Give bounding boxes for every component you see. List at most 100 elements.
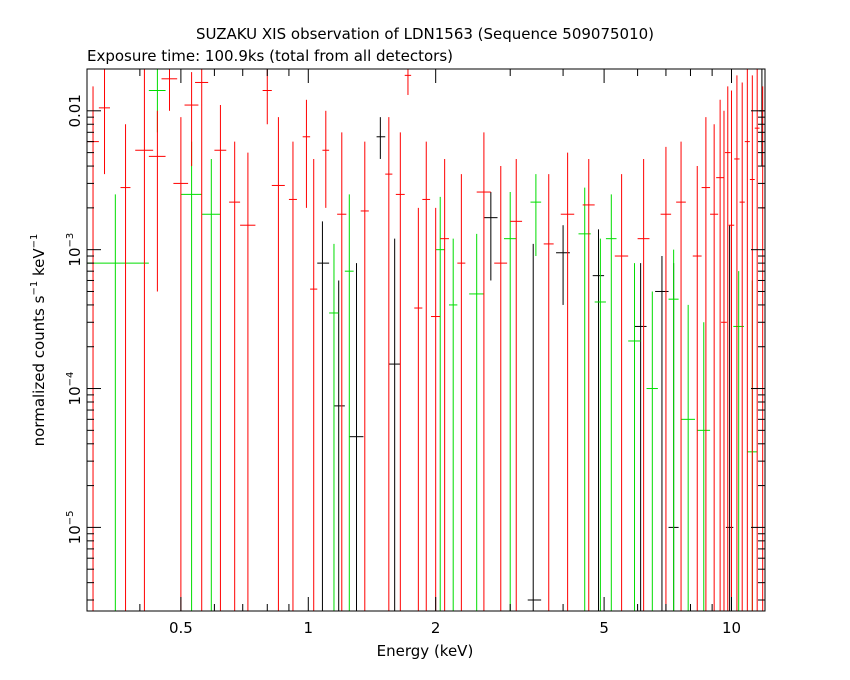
data-point — [195, 69, 209, 611]
data-point — [87, 86, 99, 611]
data-point — [388, 238, 401, 611]
data-point — [725, 225, 734, 611]
data-point — [310, 158, 318, 611]
x-tick-label: 10 — [722, 619, 741, 637]
data-point — [262, 69, 272, 125]
data-point — [395, 132, 405, 611]
y-tick-label-base: 10 — [66, 386, 84, 405]
chart-title: SUZAKU XIS observation of LDN1563 (Seque… — [196, 25, 654, 43]
y-tick-label: 10−3 — [65, 233, 84, 267]
data-point — [414, 207, 423, 611]
data-point — [184, 72, 199, 167]
data-point — [385, 117, 393, 611]
data-point — [161, 69, 178, 111]
x-tick-label: 1 — [304, 619, 314, 637]
plot-area — [87, 69, 765, 611]
data-point — [728, 90, 735, 611]
series-2 — [87, 69, 765, 611]
y-tick-label: 0.01 — [66, 94, 84, 127]
data-point — [527, 243, 542, 611]
data-point — [634, 263, 647, 611]
data-point — [701, 117, 711, 611]
data-point — [739, 82, 745, 611]
data-point — [422, 141, 431, 611]
y-tick-label-exp: −4 — [65, 372, 76, 387]
y-tick-label-base: 0.01 — [66, 94, 84, 127]
data-point — [333, 280, 345, 611]
data-point — [734, 75, 740, 611]
x-tick-label: 2 — [431, 619, 441, 637]
y-axis-label-exp-2: −1 — [29, 234, 40, 249]
data-point — [229, 141, 241, 611]
data-point — [457, 174, 466, 611]
series-1 — [87, 69, 758, 611]
y-axis-label: normalized counts s−1 keV−1 — [29, 234, 48, 447]
data-point — [754, 69, 760, 611]
data-point — [483, 192, 498, 281]
data-point — [582, 158, 595, 611]
data-point — [594, 238, 606, 611]
data-point — [435, 196, 445, 611]
x-axis-label: Energy (keV) — [377, 642, 474, 660]
data-point — [288, 141, 297, 611]
data-point — [560, 152, 575, 611]
data-point — [676, 141, 686, 611]
data-point — [173, 117, 189, 611]
data-point — [349, 263, 364, 611]
x-tick-label: 5 — [599, 619, 609, 637]
data-point — [322, 110, 330, 208]
data-point — [660, 146, 672, 611]
data-point — [628, 263, 641, 611]
data-point — [692, 166, 702, 611]
data-point — [240, 152, 256, 611]
y-tick-label-exp: −3 — [65, 233, 76, 248]
x-tick-label: 0.5 — [169, 619, 193, 637]
data-point — [469, 233, 484, 611]
data-point — [120, 124, 131, 611]
data-point — [614, 174, 629, 611]
data-point — [404, 69, 412, 95]
data-point — [494, 166, 508, 611]
data-point — [646, 291, 658, 611]
data-point — [543, 174, 554, 611]
data-point — [329, 243, 339, 611]
data-point — [360, 141, 369, 611]
data-point — [271, 117, 285, 611]
data-point — [148, 110, 166, 292]
data-point — [510, 158, 523, 611]
data-point — [637, 158, 650, 611]
y-axis-label-part-1: normalized counts s — [30, 295, 48, 446]
data-point — [476, 132, 491, 611]
data-point — [344, 194, 354, 611]
data-point — [98, 69, 111, 175]
chart-subtitle: Exposure time: 100.9ks (total from all d… — [87, 47, 453, 65]
data-point — [431, 207, 441, 611]
data-point — [605, 194, 617, 611]
data-point — [592, 229, 605, 611]
data-point — [716, 99, 724, 611]
data-point — [87, 194, 149, 611]
y-tick-label: 10−5 — [65, 510, 84, 544]
y-tick-label-base: 10 — [66, 247, 84, 266]
data-point — [681, 304, 696, 611]
plot-frame — [86, 68, 766, 612]
data-point — [448, 238, 458, 611]
data-point — [503, 192, 517, 611]
x-axis: 0.5 1 2 5 10 — [86, 69, 741, 637]
data-point — [697, 322, 711, 611]
y-tick-label-exp: −5 — [65, 510, 76, 525]
data-point — [376, 117, 386, 159]
data-point — [760, 86, 765, 611]
data-point — [744, 69, 750, 611]
y-tick-label: 10−4 — [65, 372, 84, 406]
data-point — [530, 174, 542, 257]
y-axis-label-exp-1: −1 — [29, 281, 40, 296]
data-point — [201, 158, 221, 611]
y-tick-label-base: 10 — [66, 525, 84, 544]
data-point — [655, 256, 669, 611]
data-point — [440, 158, 449, 611]
data-point — [668, 249, 679, 611]
data-point — [135, 69, 154, 611]
